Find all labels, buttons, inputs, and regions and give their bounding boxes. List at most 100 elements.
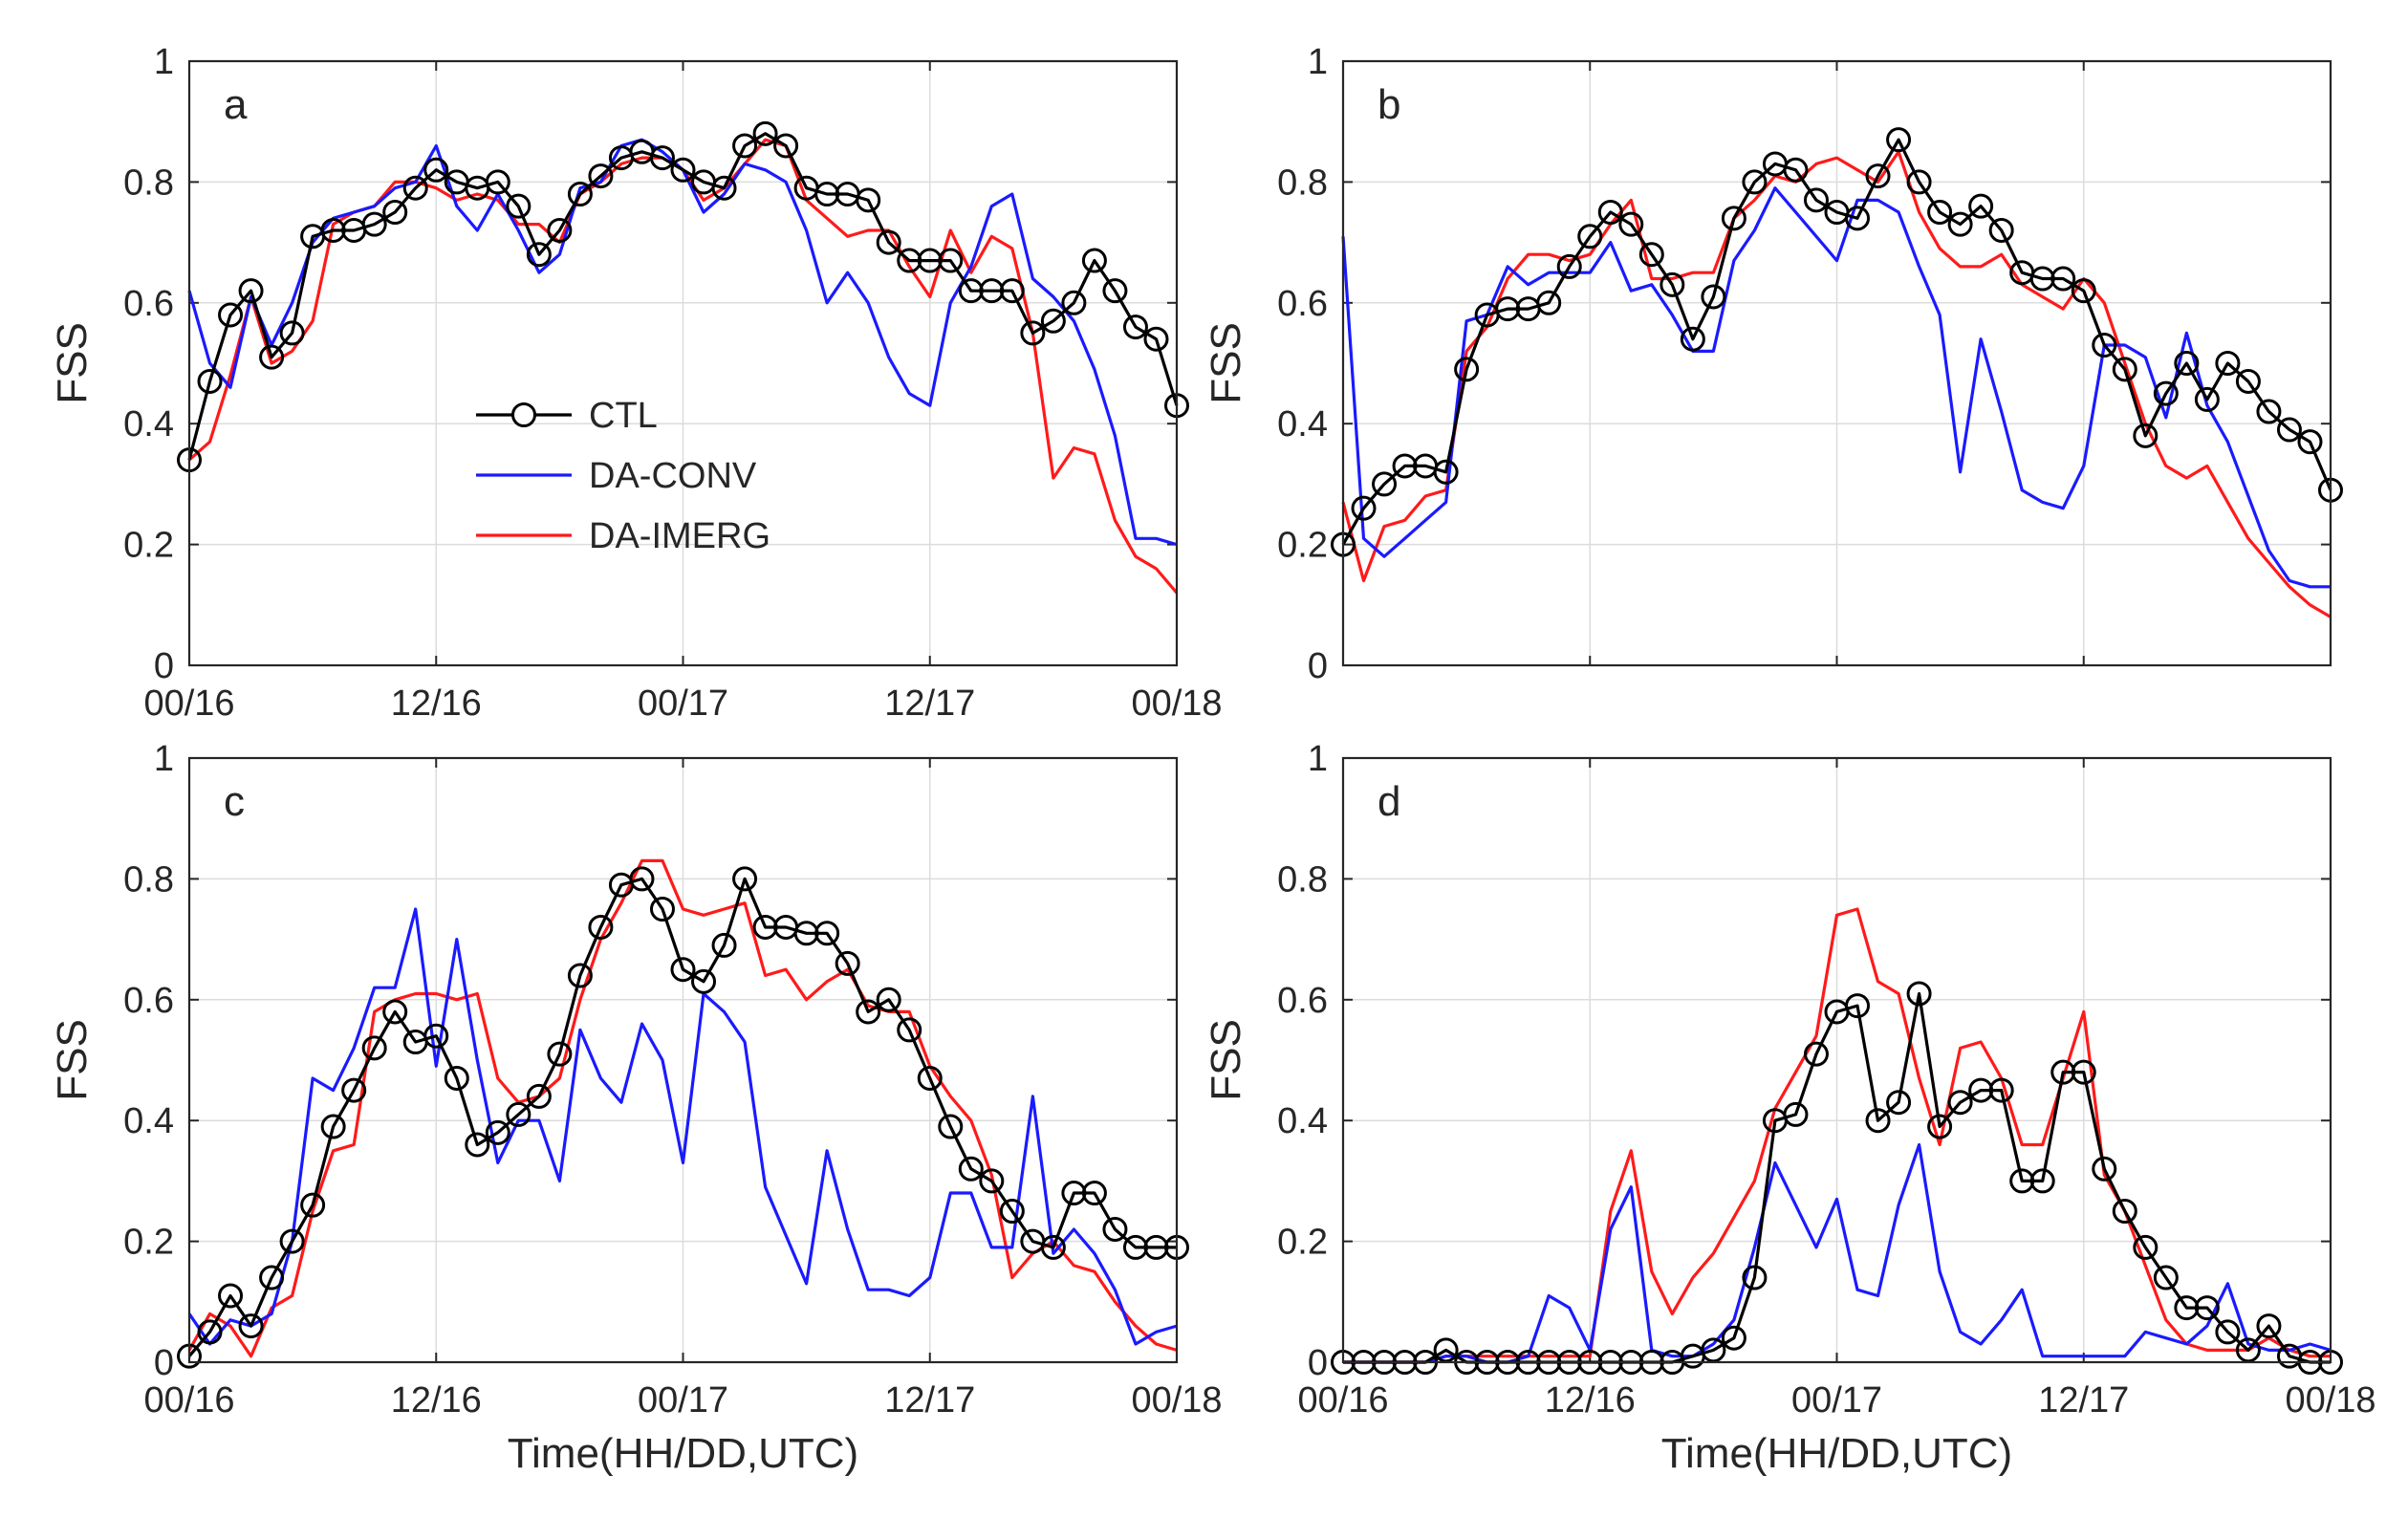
data-point-ctl	[423, 157, 449, 183]
data-point-ctl	[2153, 380, 2179, 406]
data-point-ctl	[752, 120, 778, 146]
data-point-ctl	[2071, 1059, 2096, 1085]
data-point-ctl	[1040, 308, 1066, 334]
data-point-ctl	[670, 157, 696, 183]
data-point-ctl	[1638, 242, 1664, 268]
data-point-ctl	[1947, 211, 1973, 237]
data-point-ctl	[629, 866, 655, 892]
data-point-ctl	[2235, 1337, 2261, 1363]
data-point-ctl	[1721, 206, 1746, 231]
data-point-ctl	[2256, 1313, 2282, 1339]
axes-frame	[187, 59, 1179, 667]
series-line-da-imerg	[187, 858, 1178, 1358]
data-point-ctl	[1061, 290, 1087, 315]
data-point-ctl	[835, 950, 860, 976]
data-point-ctl	[259, 344, 285, 370]
data-point-ctl	[1721, 1325, 1746, 1351]
x-tick-label: 12/16	[1545, 1380, 1636, 1421]
data-point-ctl	[1742, 169, 1768, 195]
y-tick-label: 0	[1308, 646, 1328, 686]
series-line-ctl	[187, 877, 1177, 1357]
y-tick-label: 0.6	[1277, 981, 1328, 1021]
data-point-ctl	[2133, 1234, 2159, 1260]
y-tick-label: 1	[154, 42, 174, 82]
data-point-ctl	[1927, 1114, 1953, 1139]
data-point-ctl	[1968, 193, 1994, 219]
data-point-ctl	[1701, 1337, 1726, 1363]
x-tick-label: 00/16	[143, 1380, 234, 1421]
y-tick-label: 0.8	[123, 163, 174, 203]
data-point-ctl	[1577, 224, 1603, 249]
data-point-ctl	[2112, 1199, 2137, 1224]
data-point-ctl	[526, 242, 552, 268]
x-tick-label: 00/17	[638, 683, 728, 724]
data-point-ctl	[423, 1023, 449, 1049]
data-point-ctl	[2235, 368, 2261, 394]
data-point-ctl	[1040, 1234, 1066, 1260]
y-tick-label: 0.8	[1277, 163, 1328, 203]
data-point-ctl	[1536, 290, 1562, 315]
data-point-ctl	[1803, 1041, 1829, 1067]
data-point-ctl	[444, 1065, 469, 1091]
x-tick-label: 12/16	[391, 1380, 482, 1421]
data-point-ctl	[917, 1065, 943, 1091]
data-point-ctl	[958, 1156, 984, 1182]
data-point-ctl	[2194, 1295, 2220, 1321]
data-point-ctl	[732, 133, 758, 159]
data-point-ctl	[2174, 351, 2200, 376]
data-point-ctl	[2276, 417, 2302, 443]
data-point-ctl	[1597, 200, 1623, 225]
data-point-ctl	[547, 217, 573, 243]
data-point-ctl	[814, 921, 840, 946]
series-line-da-conv	[1341, 186, 2331, 589]
data-point-ctl	[238, 278, 264, 304]
y-axis-title: FSS	[1203, 322, 1249, 404]
data-point-ctl	[1886, 1090, 1912, 1116]
data-point-ctl	[711, 932, 737, 958]
y-tick-label: 0	[154, 646, 174, 686]
data-point-ctl	[1102, 1216, 1128, 1242]
y-axis-title: FSS	[49, 1019, 96, 1101]
data-point-ctl	[238, 1313, 264, 1339]
y-tick-label: 0.4	[1277, 404, 1328, 445]
data-point-ctl	[197, 368, 223, 394]
y-tick-label: 0.8	[1277, 859, 1328, 900]
data-point-ctl	[1742, 1265, 1768, 1291]
data-point-ctl	[876, 987, 901, 1012]
y-tick-label: 0	[1308, 1343, 1328, 1383]
data-point-ctl	[999, 1199, 1025, 1224]
data-point-ctl	[279, 320, 305, 346]
data-point-ctl	[856, 999, 881, 1025]
data-point-ctl	[2256, 399, 2282, 424]
x-tick-label: 12/17	[2038, 1380, 2129, 1421]
x-tick-label: 00/18	[2285, 1380, 2375, 1421]
data-point-ctl	[1454, 357, 1480, 382]
data-point-ctl	[465, 1132, 490, 1158]
data-point-ctl	[2071, 278, 2096, 304]
data-point-ctl	[402, 175, 428, 201]
data-point-ctl	[2215, 351, 2241, 376]
data-point-ctl	[2112, 357, 2137, 382]
series-line-da-imerg	[1343, 907, 2331, 1364]
data-point-ctl	[361, 1035, 387, 1061]
data-point-ctl	[897, 1017, 922, 1043]
y-tick-label: 0.6	[123, 284, 174, 324]
y-tick-label: 0.4	[123, 404, 174, 445]
data-point-ctl	[279, 1228, 305, 1254]
data-point-ctl	[567, 182, 593, 207]
legend-marker-ctl	[511, 402, 536, 427]
x-tick-label: 00/17	[1791, 1380, 1882, 1421]
data-point-ctl	[547, 1041, 573, 1067]
data-point-ctl	[1433, 1337, 1459, 1363]
data-point-ctl	[588, 914, 614, 940]
series-line-ctl	[1341, 138, 2332, 546]
x-tick-label: 00/18	[1131, 1380, 1222, 1421]
y-axis-title: FSS	[1203, 1019, 1249, 1101]
data-point-ctl	[1122, 315, 1148, 340]
data-point-ctl	[1865, 163, 1891, 189]
data-point-ctl	[2092, 1156, 2117, 1182]
data-point-ctl	[1947, 1090, 1973, 1116]
data-point-ctl	[1143, 326, 1169, 352]
y-axis-title: FSS	[49, 322, 96, 404]
series-line-ctl	[187, 132, 1179, 461]
